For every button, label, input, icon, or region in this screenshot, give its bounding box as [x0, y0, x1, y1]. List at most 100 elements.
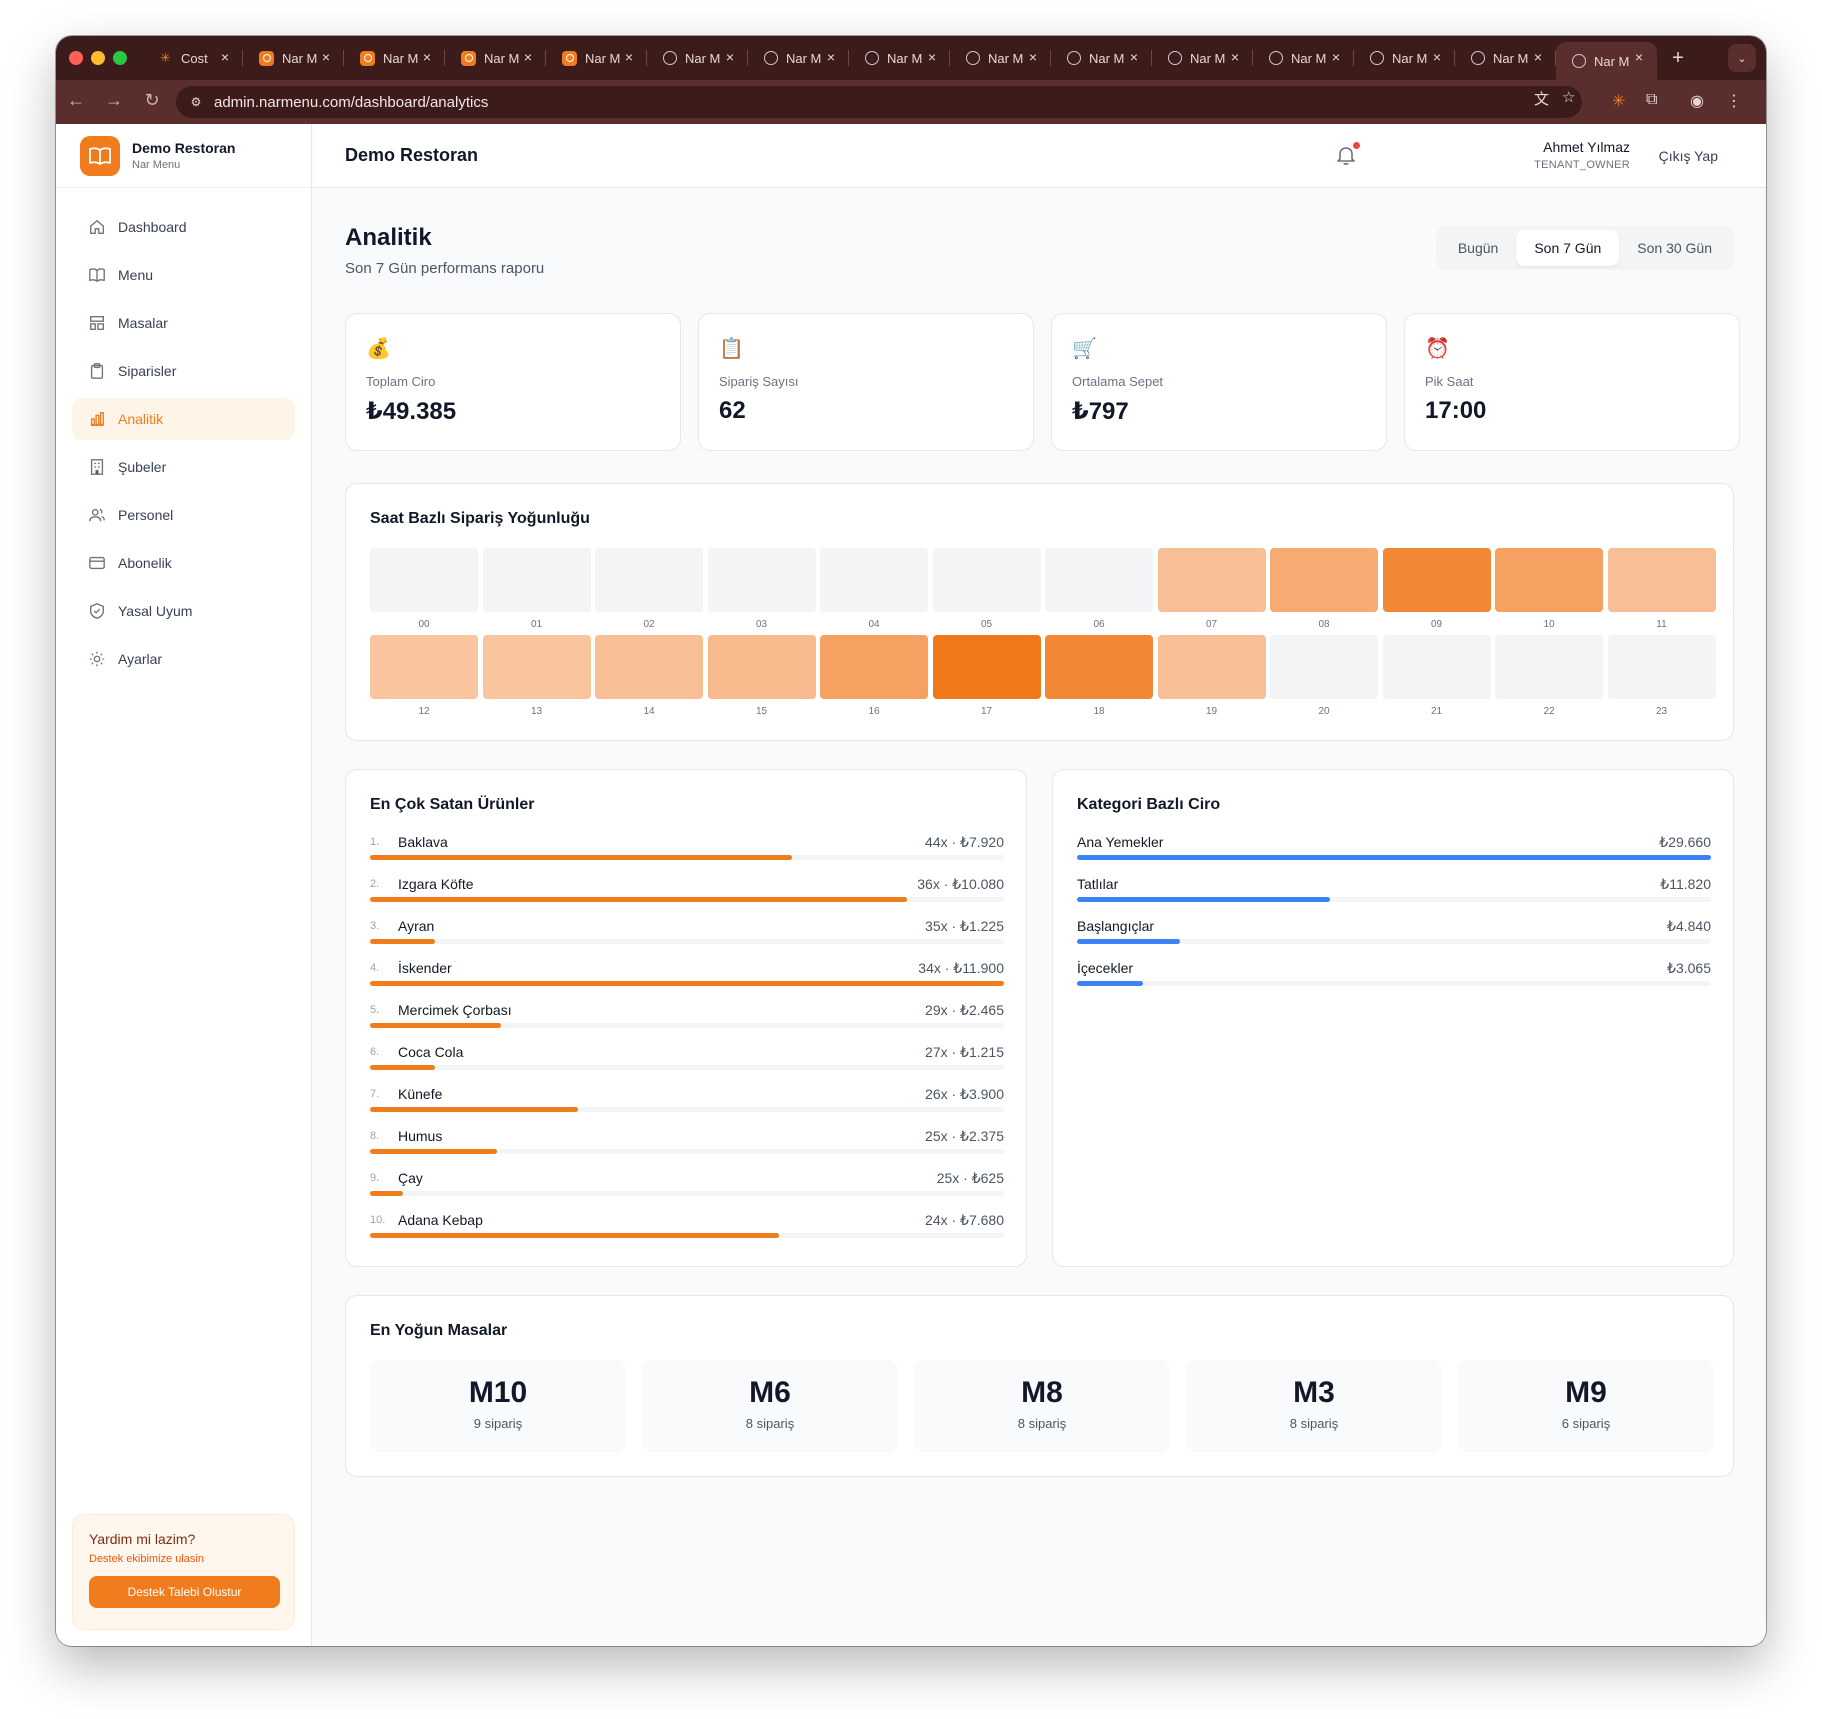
- tab-close-icon[interactable]: ×: [826, 49, 835, 65]
- kpi-label: Toplam Ciro: [366, 374, 436, 389]
- range-option-button[interactable]: Son 30 Gün: [1637, 240, 1712, 256]
- busy-table-card[interactable]: M9 6 sipariş: [1458, 1360, 1714, 1452]
- browser-tab[interactable]: Nar M ×: [748, 42, 849, 74]
- browser-tab[interactable]: Nar M ×: [950, 42, 1051, 74]
- create-support-ticket-button[interactable]: Destek Talebi Olustur: [89, 1576, 280, 1608]
- brand[interactable]: Demo Restoran Nar Menu: [56, 124, 311, 188]
- heatmap-cell: [932, 548, 1041, 612]
- sidebar-item-building[interactable]: Şubeler: [72, 446, 295, 488]
- product-rank: 3.: [370, 920, 380, 932]
- profile-avatar-icon[interactable]: ◉: [1690, 93, 1704, 110]
- table-name: M3: [1293, 1376, 1335, 1409]
- user-info[interactable]: Ahmet Yılmaz TENANT_OWNER: [1534, 139, 1630, 171]
- globe-icon: [1370, 51, 1384, 65]
- kpi-card: 📋 Sipariş Sayısı 62: [698, 313, 1034, 451]
- browser-tab[interactable]: Nar M ×: [445, 42, 546, 74]
- tab-strip: ✳ Cost × Nar M × Nar M × Nar M × Nar M × Nar M × Nar …: [142, 42, 1693, 80]
- sidebar-item-card[interactable]: Abonelik: [72, 542, 295, 584]
- browser-tab[interactable]: ✳ Cost ×: [142, 42, 243, 74]
- zoom-window-button[interactable]: [113, 51, 127, 65]
- url-text[interactable]: admin.narmenu.com/dashboard/analytics: [214, 93, 489, 111]
- home-icon: [88, 218, 106, 236]
- sidebar-item-book[interactable]: Menu: [72, 254, 295, 296]
- tab-title: Nar M: [383, 50, 419, 66]
- browser-tab[interactable]: Nar M ×: [1455, 42, 1556, 74]
- tab-close-icon[interactable]: ×: [1129, 49, 1138, 65]
- tab-close-icon[interactable]: ×: [321, 49, 330, 65]
- browser-menu-icon[interactable]: ⋮: [1726, 93, 1742, 110]
- extension-icon[interactable]: ✳: [1612, 93, 1626, 110]
- browser-tab[interactable]: Nar M ×: [647, 42, 748, 74]
- product-bar-track: [370, 855, 1004, 860]
- translate-icon[interactable]: 文: [1534, 91, 1550, 108]
- sidebar-item-chart[interactable]: Analitik: [72, 398, 295, 440]
- back-button[interactable]: ←: [67, 90, 85, 110]
- sidebar-item-gear[interactable]: Ayarlar: [72, 638, 295, 680]
- tab-separator: [343, 50, 344, 66]
- bookmark-star-icon[interactable]: ☆: [1562, 89, 1576, 106]
- sidebar-item-table[interactable]: Masalar: [72, 302, 295, 344]
- sidebar-item-clipboard[interactable]: Siparisler: [72, 350, 295, 392]
- browser-tab[interactable]: Nar M ×: [1354, 42, 1455, 74]
- reload-button[interactable]: ↻: [144, 90, 160, 110]
- browser-tab[interactable]: Nar M ×: [243, 42, 344, 74]
- busy-table-card[interactable]: M8 8 sipariş: [914, 1360, 1170, 1452]
- close-window-button[interactable]: [69, 51, 83, 65]
- busy-table-card[interactable]: M6 8 sipariş: [642, 1360, 898, 1452]
- product-row: 8. Humus 25x · ₺2.375: [370, 1128, 1004, 1170]
- tab-title: Nar M: [1291, 50, 1327, 66]
- bell-icon[interactable]: [1335, 144, 1357, 166]
- browser-tab[interactable]: Nar M ×: [1556, 42, 1657, 80]
- tab-close-icon[interactable]: ×: [927, 49, 936, 65]
- forward-button[interactable]: →: [105, 90, 123, 110]
- range-option-button[interactable]: Bugün: [1457, 240, 1499, 256]
- product-bar-track: [370, 897, 1004, 902]
- product-bar-fill: [370, 1107, 578, 1112]
- tab-close-icon[interactable]: ×: [1432, 49, 1441, 65]
- tab-close-icon[interactable]: ×: [1533, 49, 1542, 65]
- product-bar-fill: [370, 897, 908, 902]
- tab-close-icon[interactable]: ×: [624, 49, 633, 65]
- omnibox[interactable]: ⚙ admin.narmenu.com/dashboard/analytics: [176, 86, 1582, 118]
- browser-tab[interactable]: Nar M ×: [1253, 42, 1354, 74]
- category-bar-fill: [1077, 981, 1143, 986]
- sidebar-item-users[interactable]: Personel: [72, 494, 295, 536]
- sidebar-item-home[interactable]: Dashboard: [72, 206, 295, 248]
- tab-close-icon[interactable]: ×: [1230, 49, 1239, 65]
- logout-button[interactable]: Çıkış Yap: [1658, 148, 1718, 164]
- product-bar-track: [370, 1023, 1004, 1028]
- extensions-puzzle-icon[interactable]: ⧉: [1646, 91, 1658, 108]
- heatmap-cell: [482, 548, 591, 612]
- product-bar-fill: [370, 855, 792, 860]
- browser-tab[interactable]: Nar M ×: [1051, 42, 1152, 74]
- browser-tab[interactable]: Nar M ×: [546, 42, 647, 74]
- range-option-button[interactable]: Son 7 Gün: [1516, 230, 1620, 266]
- tab-close-icon[interactable]: ×: [220, 49, 229, 65]
- narmenu-icon: [562, 50, 577, 66]
- product-rank: 7.: [370, 1088, 380, 1100]
- kpi-value: ₺49.385: [366, 398, 457, 425]
- busy-table-card[interactable]: M3 8 sipariş: [1186, 1360, 1442, 1452]
- minimize-window-button[interactable]: [91, 51, 105, 65]
- browser-tab[interactable]: Nar M ×: [344, 42, 445, 74]
- sidebar-item-shield[interactable]: Yasal Uyum: [72, 590, 295, 632]
- tab-search-button[interactable]: ⌄: [1728, 44, 1756, 72]
- table-order-count: 8 sipariş: [1017, 1416, 1067, 1431]
- busy-table-card[interactable]: M10 9 sipariş: [370, 1360, 626, 1452]
- tab-close-icon[interactable]: ×: [725, 49, 734, 65]
- tab-close-icon[interactable]: ×: [1028, 49, 1037, 65]
- tab-close-icon[interactable]: ×: [1634, 49, 1643, 65]
- browser-tab[interactable]: Nar M ×: [1152, 42, 1253, 74]
- tab-close-icon[interactable]: ×: [1331, 49, 1340, 65]
- hourly-heatmap-card: Saat Bazlı Sipariş Yoğunluğu 00 01 02 03 04 0…: [345, 483, 1734, 741]
- site-info-icon[interactable]: ⚙: [190, 95, 202, 109]
- browser-tab[interactable]: Nar M ×: [849, 42, 950, 74]
- heatmap-cell: [1382, 635, 1491, 699]
- tab-close-icon[interactable]: ×: [523, 49, 532, 65]
- tab-title: Nar M: [1089, 50, 1125, 66]
- tab-close-icon[interactable]: ×: [422, 49, 431, 65]
- heatmap-cell: [1495, 635, 1603, 699]
- new-tab-button[interactable]: +: [1672, 46, 1684, 69]
- product-rank: 10.: [370, 1214, 386, 1226]
- product-bar-track: [370, 1107, 1004, 1112]
